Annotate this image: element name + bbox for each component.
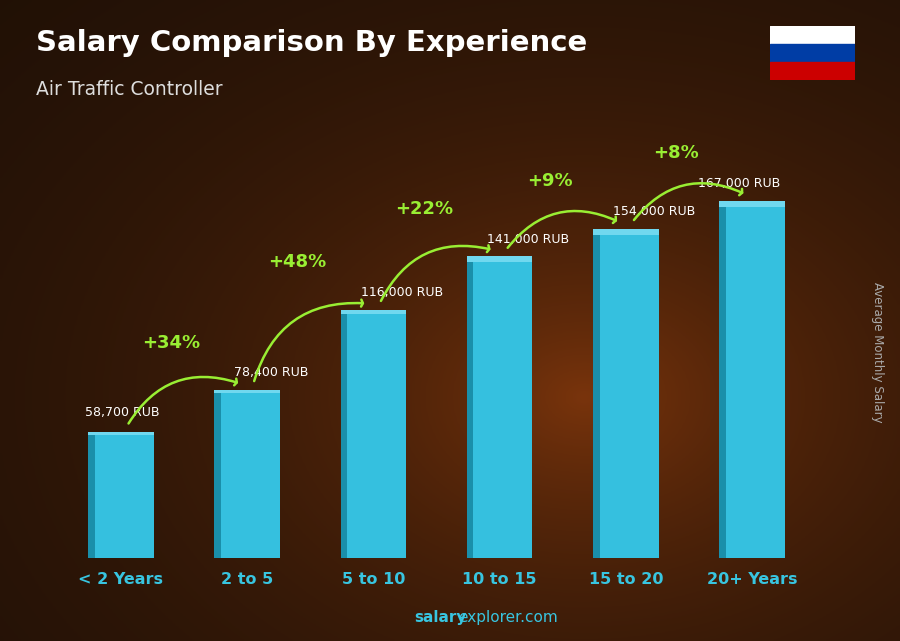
Bar	[467, 256, 533, 558]
Text: 116,000 RUB: 116,000 RUB	[361, 286, 443, 299]
Bar	[214, 390, 280, 558]
Bar	[770, 44, 855, 62]
Text: 167,000 RUB: 167,000 RUB	[698, 177, 780, 190]
Bar	[593, 229, 659, 558]
Bar	[719, 201, 785, 207]
Bar	[719, 201, 785, 558]
Text: 141,000 RUB: 141,000 RUB	[487, 233, 569, 246]
Bar	[770, 26, 855, 44]
Bar	[214, 390, 220, 558]
Text: +22%: +22%	[395, 200, 453, 218]
Bar	[593, 229, 599, 558]
Bar	[340, 310, 406, 314]
Text: 58,700 RUB: 58,700 RUB	[86, 406, 160, 419]
Text: 78,400 RUB: 78,400 RUB	[234, 367, 309, 379]
Bar	[719, 201, 726, 558]
Bar	[593, 229, 659, 235]
Text: +8%: +8%	[653, 144, 699, 162]
Bar	[88, 432, 94, 558]
Bar	[770, 62, 855, 80]
Text: salary: salary	[414, 610, 466, 625]
Bar	[467, 256, 533, 262]
Bar	[88, 432, 154, 558]
Text: +34%: +34%	[142, 334, 201, 352]
Text: 154,000 RUB: 154,000 RUB	[613, 205, 696, 218]
Text: Air Traffic Controller: Air Traffic Controller	[36, 80, 222, 99]
Bar	[340, 310, 347, 558]
Text: +48%: +48%	[268, 253, 327, 271]
Bar	[340, 310, 406, 558]
Text: Salary Comparison By Experience: Salary Comparison By Experience	[36, 29, 587, 57]
Text: Average Monthly Salary: Average Monthly Salary	[871, 282, 884, 423]
Bar	[88, 432, 154, 435]
Bar	[467, 256, 473, 558]
Text: +9%: +9%	[527, 172, 573, 190]
Bar	[214, 390, 280, 393]
Text: explorer.com: explorer.com	[458, 610, 558, 625]
